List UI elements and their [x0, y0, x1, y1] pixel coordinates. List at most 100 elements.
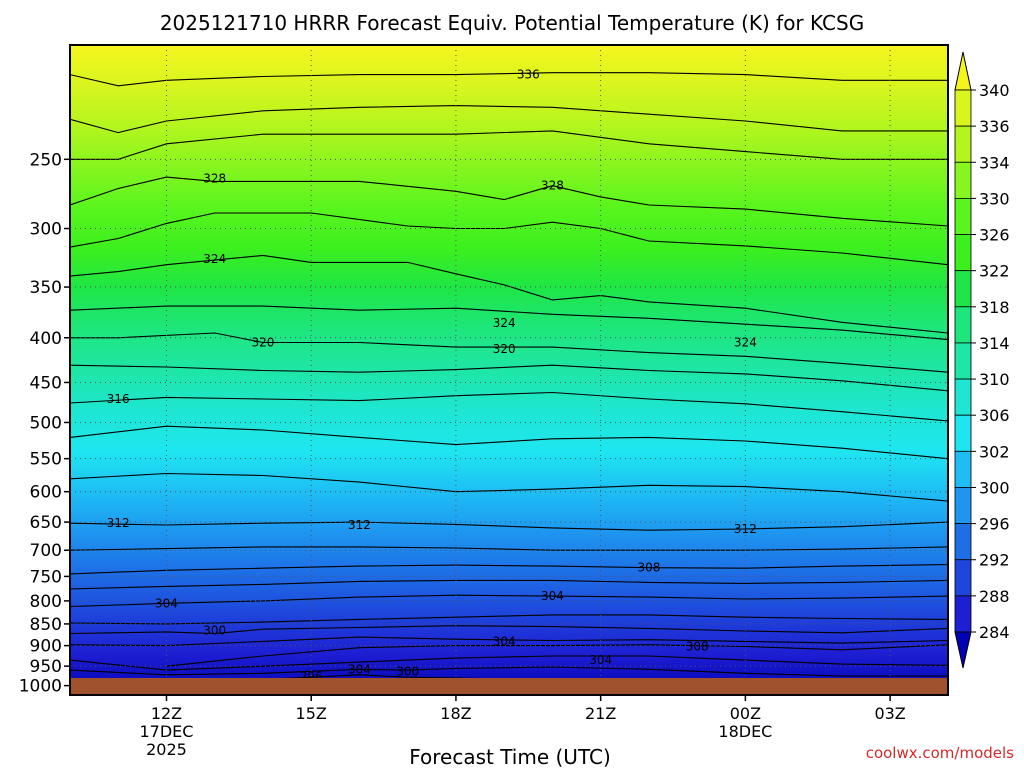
contour-line-322-6 — [70, 305, 948, 341]
y-tick-label-650: 650 — [30, 513, 62, 533]
contour-line-336-0 — [70, 72, 948, 87]
contour-label-9: 312 — [107, 516, 130, 530]
colorbar-label-326: 326 — [979, 226, 1010, 245]
colorbar-swatch-13 — [954, 523, 972, 561]
colorbar-label-314: 314 — [979, 334, 1010, 353]
colorbar-label-300: 300 — [979, 478, 1010, 497]
contour-label-0: 336 — [517, 68, 540, 82]
contour-line-324-5 — [70, 254, 948, 334]
colorbar-label-340: 340 — [979, 81, 1010, 100]
colorbar-swatch-1 — [954, 89, 972, 127]
colorbar-swatch-11 — [954, 450, 972, 488]
contour-label-19: 304 — [348, 662, 371, 676]
plot-field — [70, 45, 948, 695]
y-tick-label-1000: 1000 — [19, 677, 62, 697]
contour-label-10: 312 — [348, 518, 371, 532]
contour-label-14: 304 — [541, 589, 564, 603]
contour-line-320-7 — [70, 332, 948, 373]
contour-label-8: 316 — [107, 392, 130, 406]
contour-line-304-19 — [70, 636, 948, 647]
contour-label-5: 324 — [734, 335, 757, 349]
colorbar-swatch-7 — [954, 306, 972, 344]
contour-label-4: 324 — [493, 316, 516, 330]
y-tick-label-600: 600 — [30, 483, 62, 503]
colorbar-swatch-15 — [954, 595, 972, 633]
y-tick-label-550: 550 — [30, 450, 62, 470]
x-tick-date-00Z: 18DEC — [718, 722, 772, 741]
contour-label-18: 304 — [589, 653, 612, 667]
x-tick-label-18Z: 18Z — [440, 704, 471, 723]
colorbar-label-318: 318 — [979, 298, 1010, 317]
x-tick-label-15Z: 15Z — [296, 704, 327, 723]
contour-label-13: 304 — [155, 596, 178, 610]
contour-label-3: 324 — [203, 252, 226, 266]
x-tick-label-12Z: 12Z — [151, 704, 182, 723]
contour-label-1: 328 — [203, 172, 226, 186]
chart-title: 2025121710 HRRR Forecast Equiv. Potentia… — [160, 11, 864, 35]
colorbar-label-322: 322 — [979, 262, 1010, 281]
contour-line-312-12 — [70, 521, 948, 531]
y-tick-label-250: 250 — [30, 150, 62, 170]
colorbar-swatch-14 — [954, 559, 972, 597]
colorbar-top-arrow — [954, 51, 972, 91]
y-tick-label-700: 700 — [30, 541, 62, 561]
contour-label-11: 312 — [734, 522, 757, 536]
contour-line-304-16 — [70, 594, 948, 608]
colorbar-swatch-3 — [954, 161, 972, 199]
grid-lines — [70, 45, 948, 695]
colorbar-label-296: 296 — [979, 515, 1010, 534]
y-tick-label-400: 400 — [30, 329, 62, 349]
colorbar-label-288: 288 — [979, 587, 1010, 606]
ground-surface — [70, 678, 948, 695]
contour-line-328-3 — [70, 176, 948, 227]
colorbar-legend: 340 336 334 330 326 322 318 314 310 306 302 300 296 2… — [954, 51, 1010, 669]
contour-line-304-21 — [70, 655, 948, 671]
y-tick-label-500: 500 — [30, 413, 62, 433]
y-tick-label-950: 950 — [30, 657, 62, 677]
contour-line-308-20 — [166, 644, 948, 667]
x-tick-label-21Z: 21Z — [585, 704, 616, 723]
contour-line-314-10 — [70, 425, 948, 460]
contour-label-12: 308 — [637, 561, 660, 575]
y-axis-pressure: 2503003504004505005506006507007508008509… — [19, 150, 70, 697]
colorbar-label-306: 306 — [979, 406, 1010, 425]
x-tick-date-12Z: 17DEC — [139, 722, 193, 741]
contour-line-302-17 — [70, 614, 948, 625]
colorbar-label-334: 334 — [979, 153, 1010, 172]
y-tick-label-750: 750 — [30, 567, 62, 587]
colorbar-swatch-10 — [954, 414, 972, 452]
contour-line-316-9 — [70, 391, 948, 422]
contour-line-300-22 — [70, 666, 948, 677]
contour-label-20: 300 — [396, 664, 419, 678]
contour-labels: 336 328 328 324 324 324 320 320 316 312 312 312 308 3… — [107, 68, 757, 695]
y-tick-label-450: 450 — [30, 373, 62, 393]
contour-label-15: 300 — [203, 624, 226, 638]
colorbar-swatch-5 — [954, 234, 972, 272]
x-axis-title: Forecast Time (UTC) — [409, 745, 611, 768]
x-tick-label-03Z: 03Z — [874, 704, 905, 723]
contour-line-306-15 — [70, 579, 948, 590]
colorbar-label-284: 284 — [979, 623, 1010, 642]
colorbar-swatch-2 — [954, 125, 972, 163]
colorbar-label-336: 336 — [979, 117, 1010, 136]
colorbar-swatch-12 — [954, 487, 972, 525]
colorbar-label-310: 310 — [979, 370, 1010, 389]
credit-text: coolwx.com/models — [866, 744, 1014, 762]
colorbar-label-302: 302 — [979, 442, 1010, 461]
contour-label-2: 328 — [541, 179, 564, 193]
contour-line-312-11 — [70, 472, 948, 502]
colorbar-swatch-4 — [954, 197, 972, 235]
y-tick-label-800: 800 — [30, 592, 62, 612]
contour-line-318-8 — [70, 364, 948, 392]
y-tick-label-900: 900 — [30, 637, 62, 657]
y-tick-label-350: 350 — [30, 278, 62, 298]
contour-label-6: 320 — [252, 335, 275, 349]
contour-label-17: 308 — [686, 639, 709, 653]
x-tick-year-12Z: 2025 — [146, 740, 187, 759]
colorbar-swatch-9 — [954, 378, 972, 416]
colorbar-swatch-8 — [954, 342, 972, 380]
contour-label-16: 304 — [493, 634, 516, 648]
colorbar-bottom-arrow — [954, 631, 972, 669]
